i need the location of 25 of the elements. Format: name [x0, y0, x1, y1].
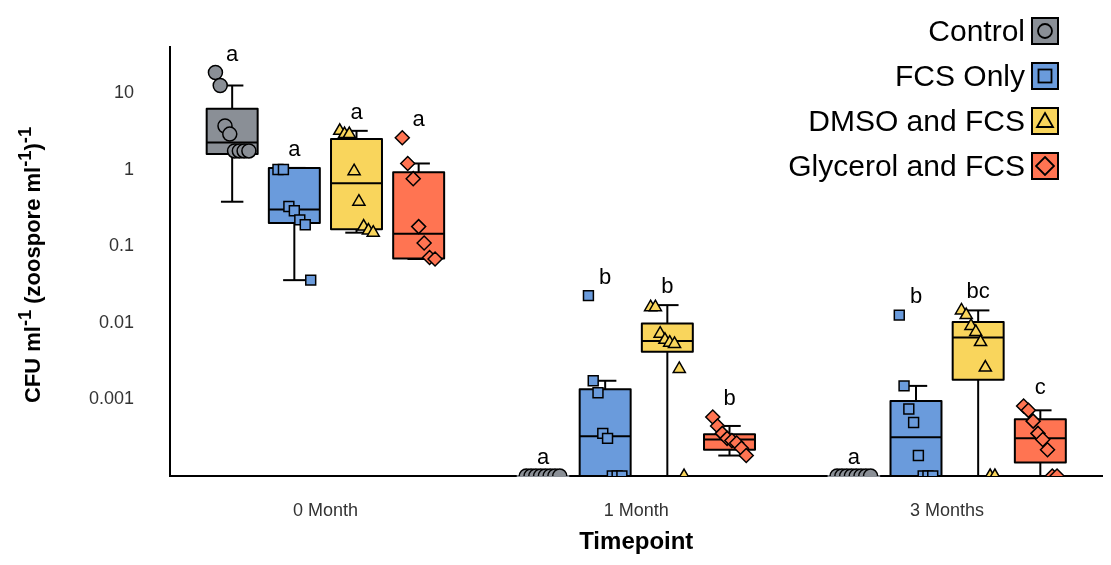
annotation: a: [350, 98, 364, 124]
x-tick-label: 1 Month: [603, 499, 669, 520]
annotation: b: [661, 273, 674, 299]
y-tick-label: 0.1: [108, 235, 134, 256]
y-tick-label: 1: [123, 158, 134, 179]
annotation: b: [599, 263, 612, 289]
x-tick-label: 0 Month: [292, 499, 358, 520]
legend-label: Control: [928, 13, 1025, 49]
y-tick-label: 0.001: [88, 388, 134, 409]
annotation: bc: [966, 278, 990, 304]
annotation: a: [847, 444, 861, 470]
annotation: a: [226, 40, 240, 66]
annotation: a: [288, 135, 302, 161]
legend-label: FCS Only: [894, 58, 1025, 94]
annotation: b: [723, 385, 736, 410]
x-tick-label: 3 Months: [910, 499, 985, 520]
annotation: b: [909, 283, 923, 309]
annotation: a: [536, 444, 550, 470]
y-tick-label: 10: [113, 81, 134, 102]
annotation: a: [412, 105, 426, 131]
x-axis-title: Timepoint: [579, 527, 694, 555]
legend-label: Glycerol and FCS: [788, 148, 1025, 184]
legend-label: DMSO and FCS: [808, 103, 1025, 139]
y-tick-label: 0.01: [98, 311, 134, 332]
annotation: c: [1034, 374, 1046, 400]
